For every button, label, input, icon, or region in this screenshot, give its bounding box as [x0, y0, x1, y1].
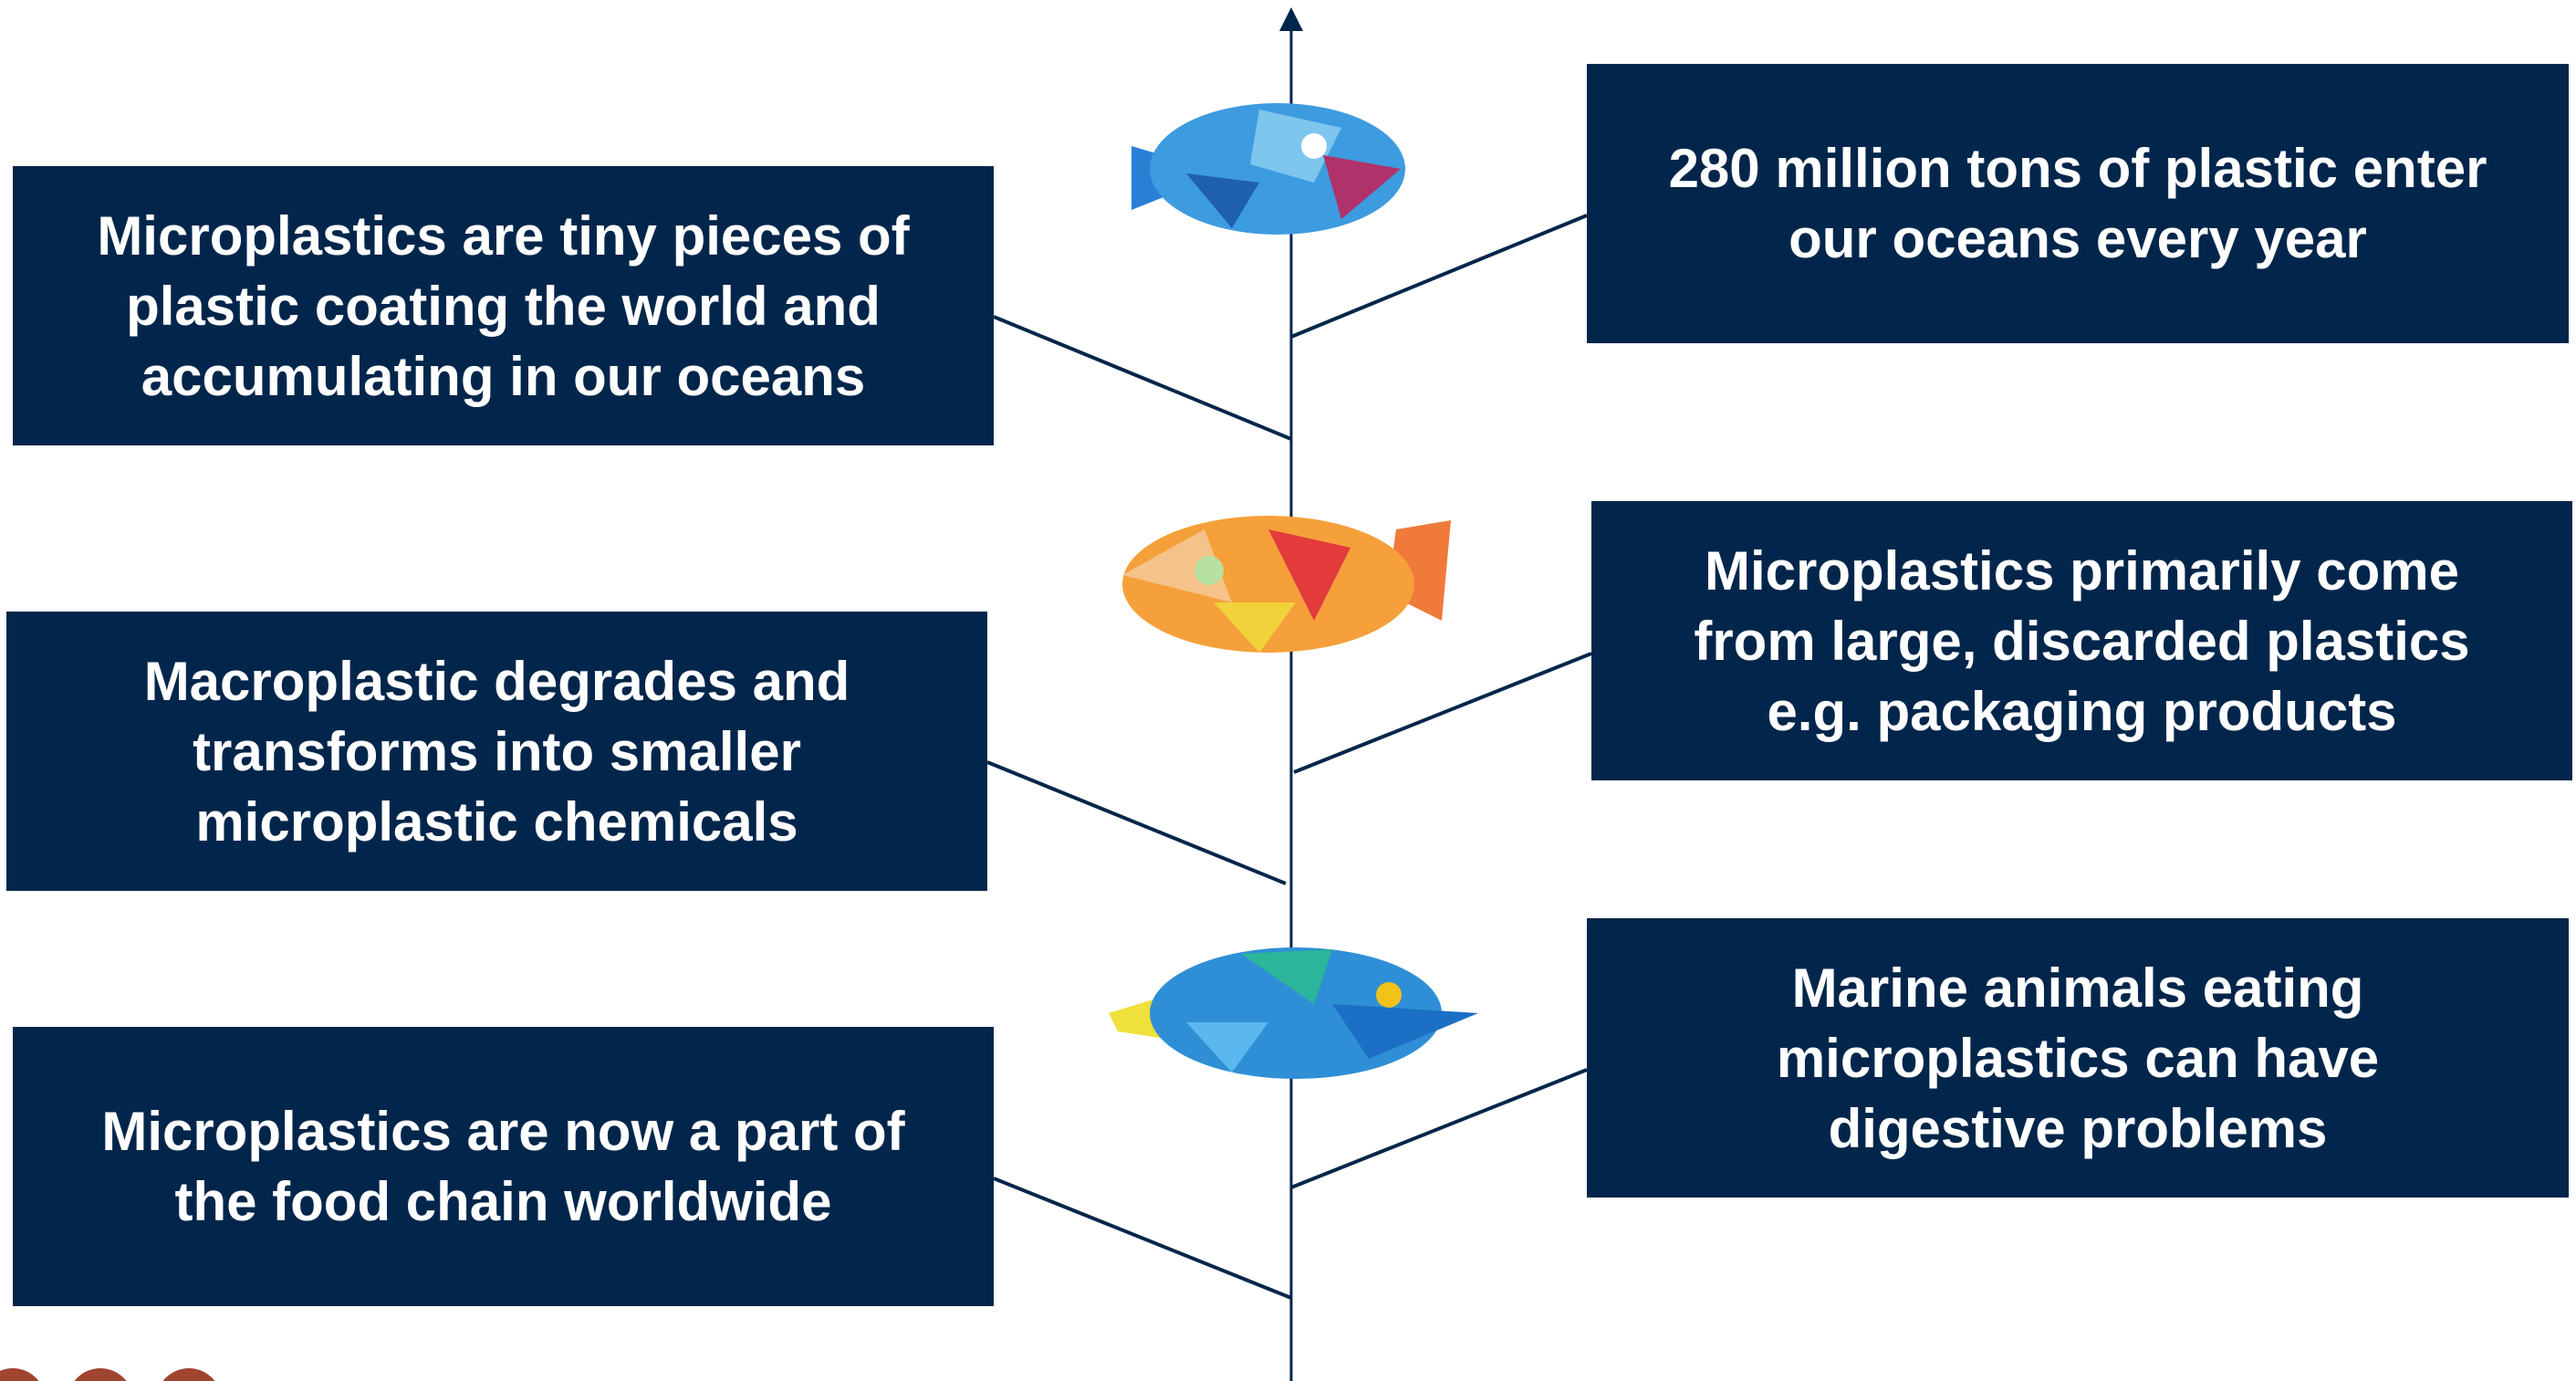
text-line: e.g. packaging products: [1767, 680, 2397, 742]
fish-icon: [1122, 516, 1451, 653]
connectors: [986, 214, 1592, 1300]
text-line: plastic coating the world and: [126, 275, 881, 337]
connector: [1290, 1068, 1588, 1189]
text-line: transforms into smaller: [193, 720, 801, 782]
text-box: Macroplastic degrades and transforms into…: [6, 612, 987, 891]
connector: [993, 315, 1292, 441]
connector: [986, 760, 1287, 885]
fish-icon: [1109, 947, 1478, 1079]
text-box: Marine animals eating microplastics can h…: [1587, 918, 2569, 1198]
text-line: accumulating in our oceans: [141, 345, 866, 407]
text-line: our oceans every year: [1789, 208, 2367, 269]
text-line: microplastics can have: [1776, 1027, 2380, 1089]
text-line: the food chain worldwide: [174, 1171, 832, 1232]
arrow-head: [1279, 7, 1303, 31]
connector: [1293, 652, 1592, 774]
text-line: Macroplastic degrades and: [143, 650, 850, 712]
text-box: 280 million tons of plastic enter our oce…: [1587, 64, 2569, 343]
decor-circles: [0, 1368, 215, 1381]
text-line: from large, discarded plastics: [1694, 610, 2470, 672]
text-line: Marine animals eating: [1791, 957, 2364, 1019]
text-line: 280 million tons of plastic enter: [1668, 138, 2487, 199]
text-box: Microplastics primarily come from large, …: [1591, 501, 2572, 780]
text-line: Microplastics are tiny pieces of: [97, 204, 910, 267]
text-line: digestive problems: [1828, 1097, 2328, 1159]
text-line: Microplastics are now a part of: [101, 1101, 905, 1162]
text-box: Microplastics are tiny pieces of plastic …: [13, 166, 994, 445]
text-line: Microplastics primarily come: [1705, 539, 2459, 602]
connector: [1290, 214, 1588, 339]
connector: [993, 1177, 1292, 1300]
text-line: microplastic chemicals: [195, 790, 798, 853]
text-box: Microplastics are now a part of the food …: [13, 1027, 994, 1306]
fish-icon: [1132, 103, 1405, 235]
